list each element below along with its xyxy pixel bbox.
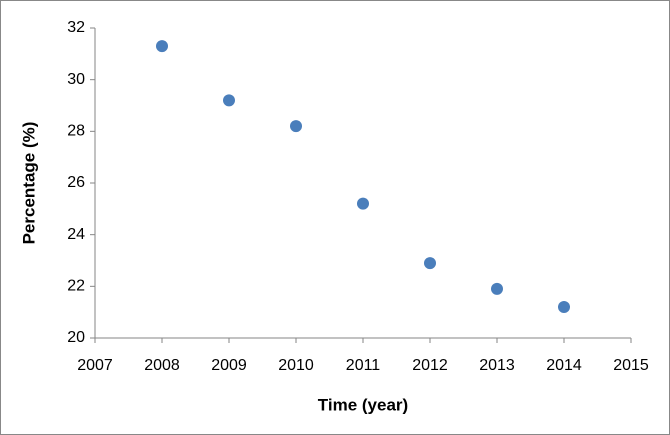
point (290, 120, 302, 133)
point (424, 257, 436, 270)
y-tick-label: 30 (67, 71, 85, 88)
x-tick-label: 2007 (77, 357, 113, 374)
y-axis-title: Percentage (%) (19, 122, 38, 245)
y-tick-label: 20 (67, 329, 85, 346)
point (491, 282, 503, 295)
y-tick-label: 26 (67, 174, 85, 191)
x-tick-label: 2011 (346, 357, 381, 374)
y-tick-label: 28 (67, 123, 85, 140)
x-tick-label: 2010 (278, 357, 314, 374)
x-tick-label: 2008 (144, 357, 180, 374)
point (156, 40, 168, 53)
y-tick-label: 32 (67, 19, 85, 36)
point (357, 197, 369, 210)
x-tick-label: 2009 (211, 357, 247, 374)
y-tick-label: 22 (67, 278, 85, 295)
point (558, 301, 570, 313)
x-tick-label: 2014 (546, 357, 582, 374)
point (223, 94, 235, 107)
x-tick-label: 2015 (613, 357, 649, 374)
x-tick-label: 2012 (412, 357, 448, 374)
y-tick-label: 24 (67, 226, 85, 243)
x-axis-title: Time (year) (318, 395, 408, 414)
x-tick-label: 2013 (479, 357, 515, 374)
